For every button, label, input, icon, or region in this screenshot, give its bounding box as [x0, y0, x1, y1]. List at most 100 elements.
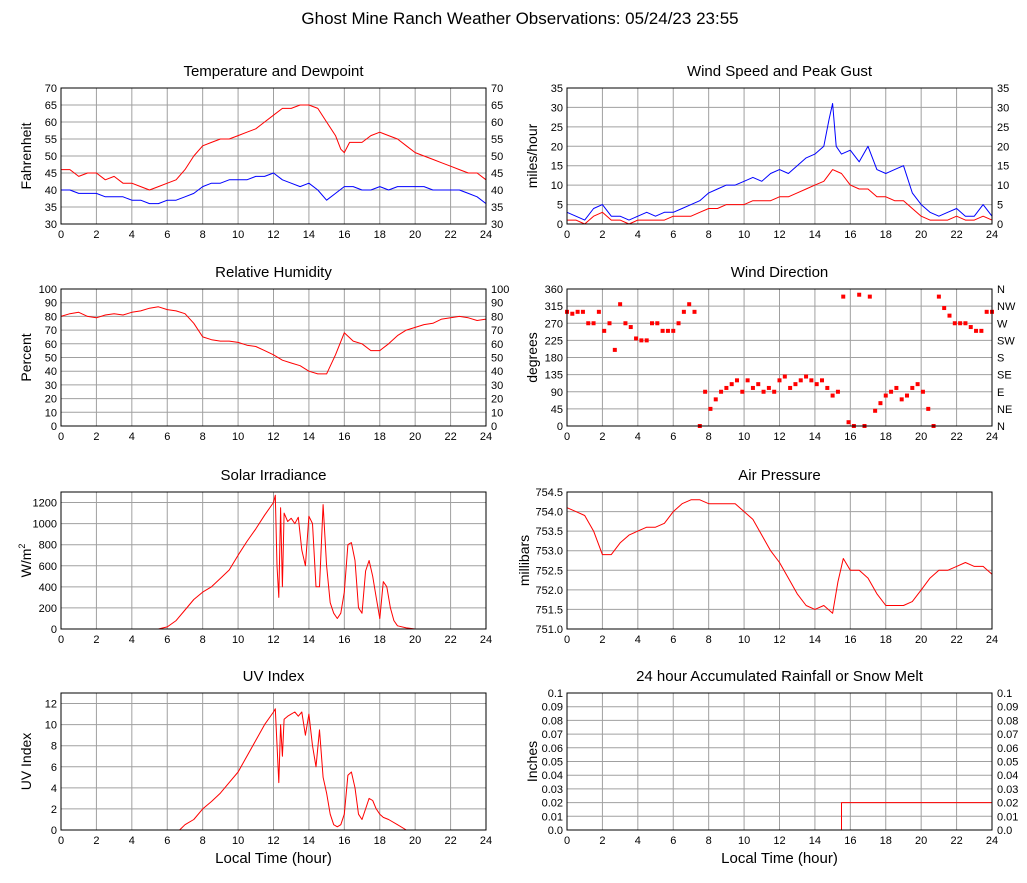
- winddir-point: [809, 378, 814, 383]
- temp-y-tick-label: 70: [45, 83, 57, 95]
- uv-y-tick-label: 8: [51, 741, 57, 753]
- wind-series-line-0: [566, 103, 993, 221]
- solar-x-tick-label: 22: [444, 634, 456, 646]
- winddir-point: [724, 385, 729, 390]
- winddir-point: [575, 309, 580, 314]
- wind-y-tick-label: 15: [551, 161, 563, 173]
- pressure-y-tick-label: 754.0: [535, 507, 563, 519]
- temp-right-tick-label: 40: [491, 185, 503, 197]
- rh-right-tick-label: 80: [491, 311, 503, 323]
- temp-x-tick-label: 18: [374, 229, 386, 241]
- rh-right-tick-label: 10: [491, 407, 503, 419]
- temp-x-tick-label: 24: [480, 229, 492, 241]
- solar-x-tick-label: 16: [338, 634, 350, 646]
- temp-x-tick-label: 4: [129, 229, 135, 241]
- pressure-y-tick-label: 751.0: [535, 624, 563, 636]
- winddir-point: [687, 302, 692, 307]
- winddir-point: [740, 389, 745, 394]
- rain-chart-title: 24 hour Accumulated Rainfall or Snow Mel…: [636, 668, 924, 685]
- rain-x-tick-label: 22: [950, 835, 962, 847]
- wind-y-axis-label: miles/hour: [524, 123, 540, 188]
- winddir-y-tick-label: 225: [545, 335, 563, 347]
- winddir-y-tick-label: 360: [545, 284, 563, 296]
- winddir-x-tick-label: 18: [880, 431, 892, 443]
- pressure-x-tick-label: 18: [880, 634, 892, 646]
- rh-right-tick-label: 60: [491, 339, 503, 351]
- winddir-right-tick-label: SE: [997, 370, 1012, 382]
- winddir-point: [766, 385, 771, 390]
- solar-x-tick-label: 24: [480, 634, 492, 646]
- rain-right-tick-label: 0.01: [997, 811, 1018, 823]
- wind-y-axis-label-text: miles/hour: [524, 123, 540, 188]
- uv-x-tick-label: 16: [338, 835, 350, 847]
- pressure-y-tick-label: 753.5: [535, 526, 563, 538]
- solar-y-axis-label: W/m2: [17, 544, 34, 578]
- temp-series-line-0: [61, 104, 487, 191]
- pressure-x-tick-label: 24: [986, 634, 998, 646]
- winddir-point: [708, 406, 713, 411]
- winddir-y-tick-label: 45: [551, 404, 563, 416]
- rh-plot-frame: [60, 288, 487, 427]
- rain-right-tick-label: 0.09: [997, 702, 1018, 714]
- temp-right-tick-label: 30: [491, 219, 503, 231]
- wind-x-tick-label: 24: [986, 229, 998, 241]
- solar-y-tick-label: 1200: [33, 498, 57, 510]
- uv-chart-title: UV Index: [243, 668, 305, 685]
- pressure-y-axis-label-text: millibars: [516, 535, 532, 586]
- rain-y-tick-label: 0.01: [542, 811, 563, 823]
- winddir-point: [650, 321, 654, 326]
- rh-y-tick-label: 30: [45, 380, 57, 392]
- pressure-x-tick-label: 8: [706, 634, 712, 646]
- temp-right-tick-label: 45: [491, 168, 503, 180]
- wind-right-tick-label: 30: [997, 102, 1009, 114]
- rh-y-axis-label-text: Percent: [18, 333, 34, 381]
- uv-x-tick-label: 4: [129, 835, 135, 847]
- rain-x-tick-label: 10: [738, 835, 750, 847]
- wind-right-tick-label: 35: [997, 83, 1009, 95]
- winddir-x-tick-label: 6: [670, 431, 676, 443]
- winddir-x-tick-label: 16: [844, 431, 856, 443]
- uv-x-tick-label: 24: [480, 835, 492, 847]
- wind-x-tick-label: 12: [773, 229, 785, 241]
- rh-x-tick-label: 0: [58, 431, 64, 443]
- rh-right-tick-label: 40: [491, 366, 503, 378]
- wind-x-tick-label: 0: [564, 229, 570, 241]
- uv-x-tick-label: 12: [267, 835, 279, 847]
- wind-x-tick-label: 6: [670, 229, 676, 241]
- winddir-point: [883, 393, 888, 398]
- wind-right-tick-label: 25: [997, 122, 1009, 134]
- winddir-point: [942, 306, 947, 311]
- winddir-point: [777, 378, 782, 383]
- wind-series-line-1: [567, 169, 993, 225]
- wind-x-tick-label: 8: [706, 229, 712, 241]
- rh-right-tick-label: 30: [491, 380, 503, 392]
- pressure-x-tick-label: 0: [564, 634, 570, 646]
- wind-x-tick-label: 20: [915, 229, 927, 241]
- temp-y-tick-label: 35: [45, 202, 57, 214]
- temp-right-tick-label: 70: [491, 83, 503, 95]
- uv-x-tick-label: 6: [164, 835, 170, 847]
- winddir-x-tick-label: 8: [706, 431, 712, 443]
- winddir-point: [681, 309, 686, 314]
- winddir-right-tick-label: W: [997, 318, 1008, 330]
- temp-right-tick-label: 60: [491, 117, 503, 129]
- wind-y-tick-label: 10: [551, 180, 563, 192]
- rain-y-tick-label: 0.04: [542, 770, 563, 782]
- temp-y-tick-label: 50: [45, 151, 57, 163]
- wind-right-tick-label: 10: [997, 180, 1009, 192]
- winddir-point: [936, 294, 941, 299]
- winddir-point: [623, 321, 628, 326]
- wind-plot-frame: [566, 87, 993, 225]
- pressure-x-tick-label: 16: [844, 634, 856, 646]
- rain-right-tick-label: 0.04: [997, 770, 1018, 782]
- winddir-point: [952, 321, 957, 326]
- wind-x-tick-label: 2: [599, 229, 605, 241]
- temp-plot-frame: [60, 87, 487, 225]
- solar-y-axis-label-text: W/m: [18, 549, 34, 578]
- temp-x-tick-label: 10: [232, 229, 244, 241]
- winddir-point: [591, 321, 596, 326]
- wind-y-tick-label: 25: [551, 122, 563, 134]
- pressure-x-tick-label: 22: [950, 634, 962, 646]
